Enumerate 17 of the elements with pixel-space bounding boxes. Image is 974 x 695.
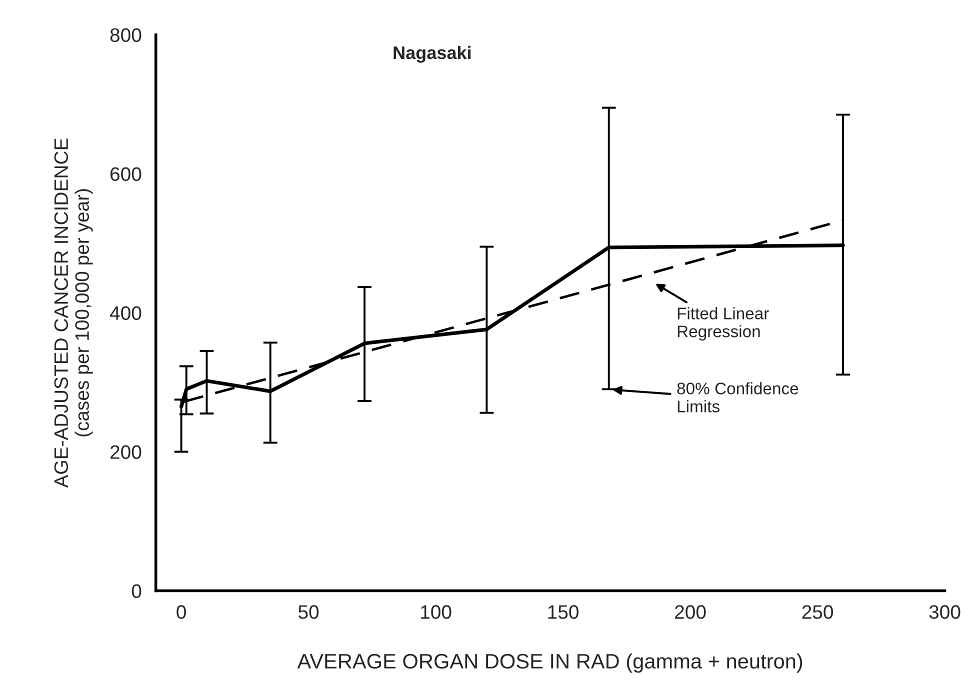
x-tick-label: 300 bbox=[929, 605, 960, 619]
x-tick-label: 250 bbox=[802, 605, 833, 619]
y-tick-label: 800 bbox=[110, 28, 142, 42]
y-axis-title: AGE-ADJUSTED CANCER INCIDENCE (cases per 100,000 per year) bbox=[54, 138, 93, 488]
x-tick-label: 50 bbox=[298, 605, 319, 619]
text: Nagasaki bbox=[394, 46, 471, 63]
y-tick-label: 400 bbox=[110, 306, 142, 320]
y-tick-label: 0 bbox=[132, 584, 142, 598]
y-tick-label: 200 bbox=[110, 445, 142, 459]
x-tick-label: 100 bbox=[421, 605, 452, 619]
x-tick-label: 200 bbox=[675, 605, 706, 619]
x-tick-label: 150 bbox=[548, 605, 578, 619]
annotation: Fitted Linear Regression bbox=[678, 307, 769, 341]
x-axis-title: AVERAGE ORGAN DOSE IN RAD (gamma + neutron) bbox=[297, 653, 802, 673]
x-tick-label: 0 bbox=[176, 605, 186, 619]
y-tick-label: 600 bbox=[110, 167, 142, 181]
annotation: 80% Confidence Limits bbox=[677, 382, 798, 412]
